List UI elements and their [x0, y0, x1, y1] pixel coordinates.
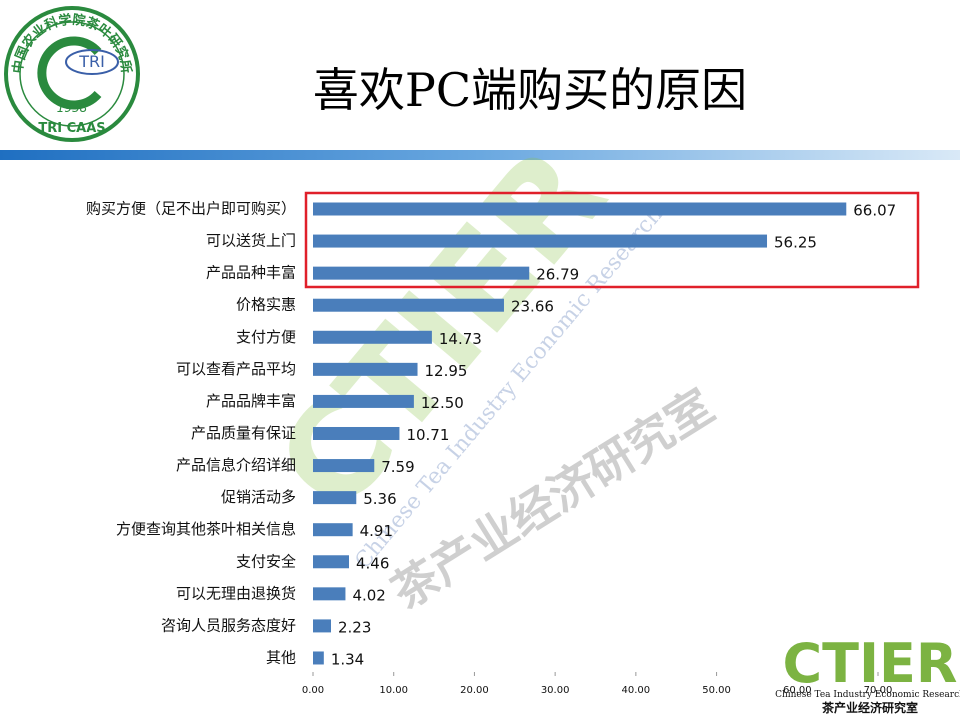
bar	[313, 587, 346, 601]
x-tick-label: 20.00	[460, 685, 489, 696]
value-label: 5.36	[363, 490, 396, 508]
category-label: 购买方便（足不出户即可购买）	[86, 200, 296, 218]
bar	[313, 394, 414, 408]
category-label: 支付方便	[236, 328, 296, 346]
value-label: 12.95	[425, 362, 468, 380]
x-tick-label: 10.00	[379, 685, 408, 696]
category-label: 支付安全	[236, 552, 296, 570]
category-label: 其他	[266, 648, 296, 666]
corner-english: Chinese Tea Industry Economic Research	[775, 690, 960, 700]
corner-chinese: 茶产业经济研究室	[821, 700, 918, 715]
x-tick-label: 50.00	[702, 685, 731, 696]
category-label: 促销活动多	[221, 488, 296, 506]
value-label: 10.71	[406, 426, 449, 444]
bar	[313, 523, 353, 537]
bar	[313, 555, 349, 569]
category-label: 咨询人员服务态度好	[161, 616, 296, 634]
value-label: 56.25	[774, 234, 817, 252]
value-label: 1.34	[331, 650, 364, 668]
bar	[313, 202, 847, 216]
bar	[313, 459, 375, 473]
value-label: 14.73	[439, 330, 482, 348]
chart-title: 喜欢PC端购买的原因	[313, 63, 747, 117]
x-tick-label: 70.00	[864, 685, 893, 696]
value-label: 2.23	[338, 618, 371, 636]
logo-inner-ring	[19, 21, 125, 127]
category-label: 价格实惠	[236, 296, 296, 314]
category-label: 产品品种丰富	[206, 264, 296, 282]
category-label: 可以查看产品平均	[176, 360, 296, 378]
category-label: 可以无理由退换货	[176, 584, 296, 602]
logo: 中国农业科学院茶叶研究所 TRI 1958 TRI CAAS	[4, 6, 140, 142]
bar	[313, 362, 418, 376]
category-label: 产品质量有保证	[191, 424, 296, 442]
category-label: 可以送货上门	[206, 232, 296, 250]
corner-brand: CTIER	[782, 632, 957, 695]
value-label: 66.07	[853, 202, 896, 220]
x-tick-label: 60.00	[783, 685, 812, 696]
bar	[313, 298, 504, 312]
value-label: 4.91	[360, 522, 393, 540]
value-label: 23.66	[511, 298, 554, 316]
category-label: 产品信息介绍详细	[176, 456, 296, 474]
logo-caption: TRI CAAS	[38, 121, 105, 136]
bar	[313, 266, 530, 280]
value-label: 4.02	[352, 586, 385, 604]
value-label: 26.79	[536, 266, 579, 284]
logo-abbr: TRI	[78, 52, 105, 71]
bar	[313, 426, 400, 440]
category-label: 方便查询其他茶叶相关信息	[116, 520, 296, 538]
category-label: 产品品牌丰富	[206, 392, 296, 410]
value-label: 7.59	[381, 458, 414, 476]
logo-c	[37, 36, 102, 110]
bar	[313, 330, 432, 344]
corner-logo: CTIER Chinese Tea Industry Economic Rese…	[775, 632, 960, 715]
x-tick-label: 30.00	[541, 685, 570, 696]
bar	[313, 651, 324, 665]
bar	[313, 619, 331, 633]
plot: 0.00 10.00 20.00 30.00 40.00 50.00 60.00 70.00 购…	[86, 200, 896, 697]
header-band	[0, 150, 960, 160]
logo-ring	[4, 6, 140, 142]
logo-year: 1958	[57, 101, 88, 115]
bar	[313, 234, 768, 248]
value-label: 12.50	[421, 394, 464, 412]
x-tick-label: 0.00	[302, 685, 324, 696]
value-label: 4.46	[356, 554, 389, 572]
highlight-box	[304, 191, 920, 289]
logo-ellipse	[65, 49, 119, 75]
x-tick-label: 40.00	[622, 685, 651, 696]
bar	[313, 491, 357, 505]
